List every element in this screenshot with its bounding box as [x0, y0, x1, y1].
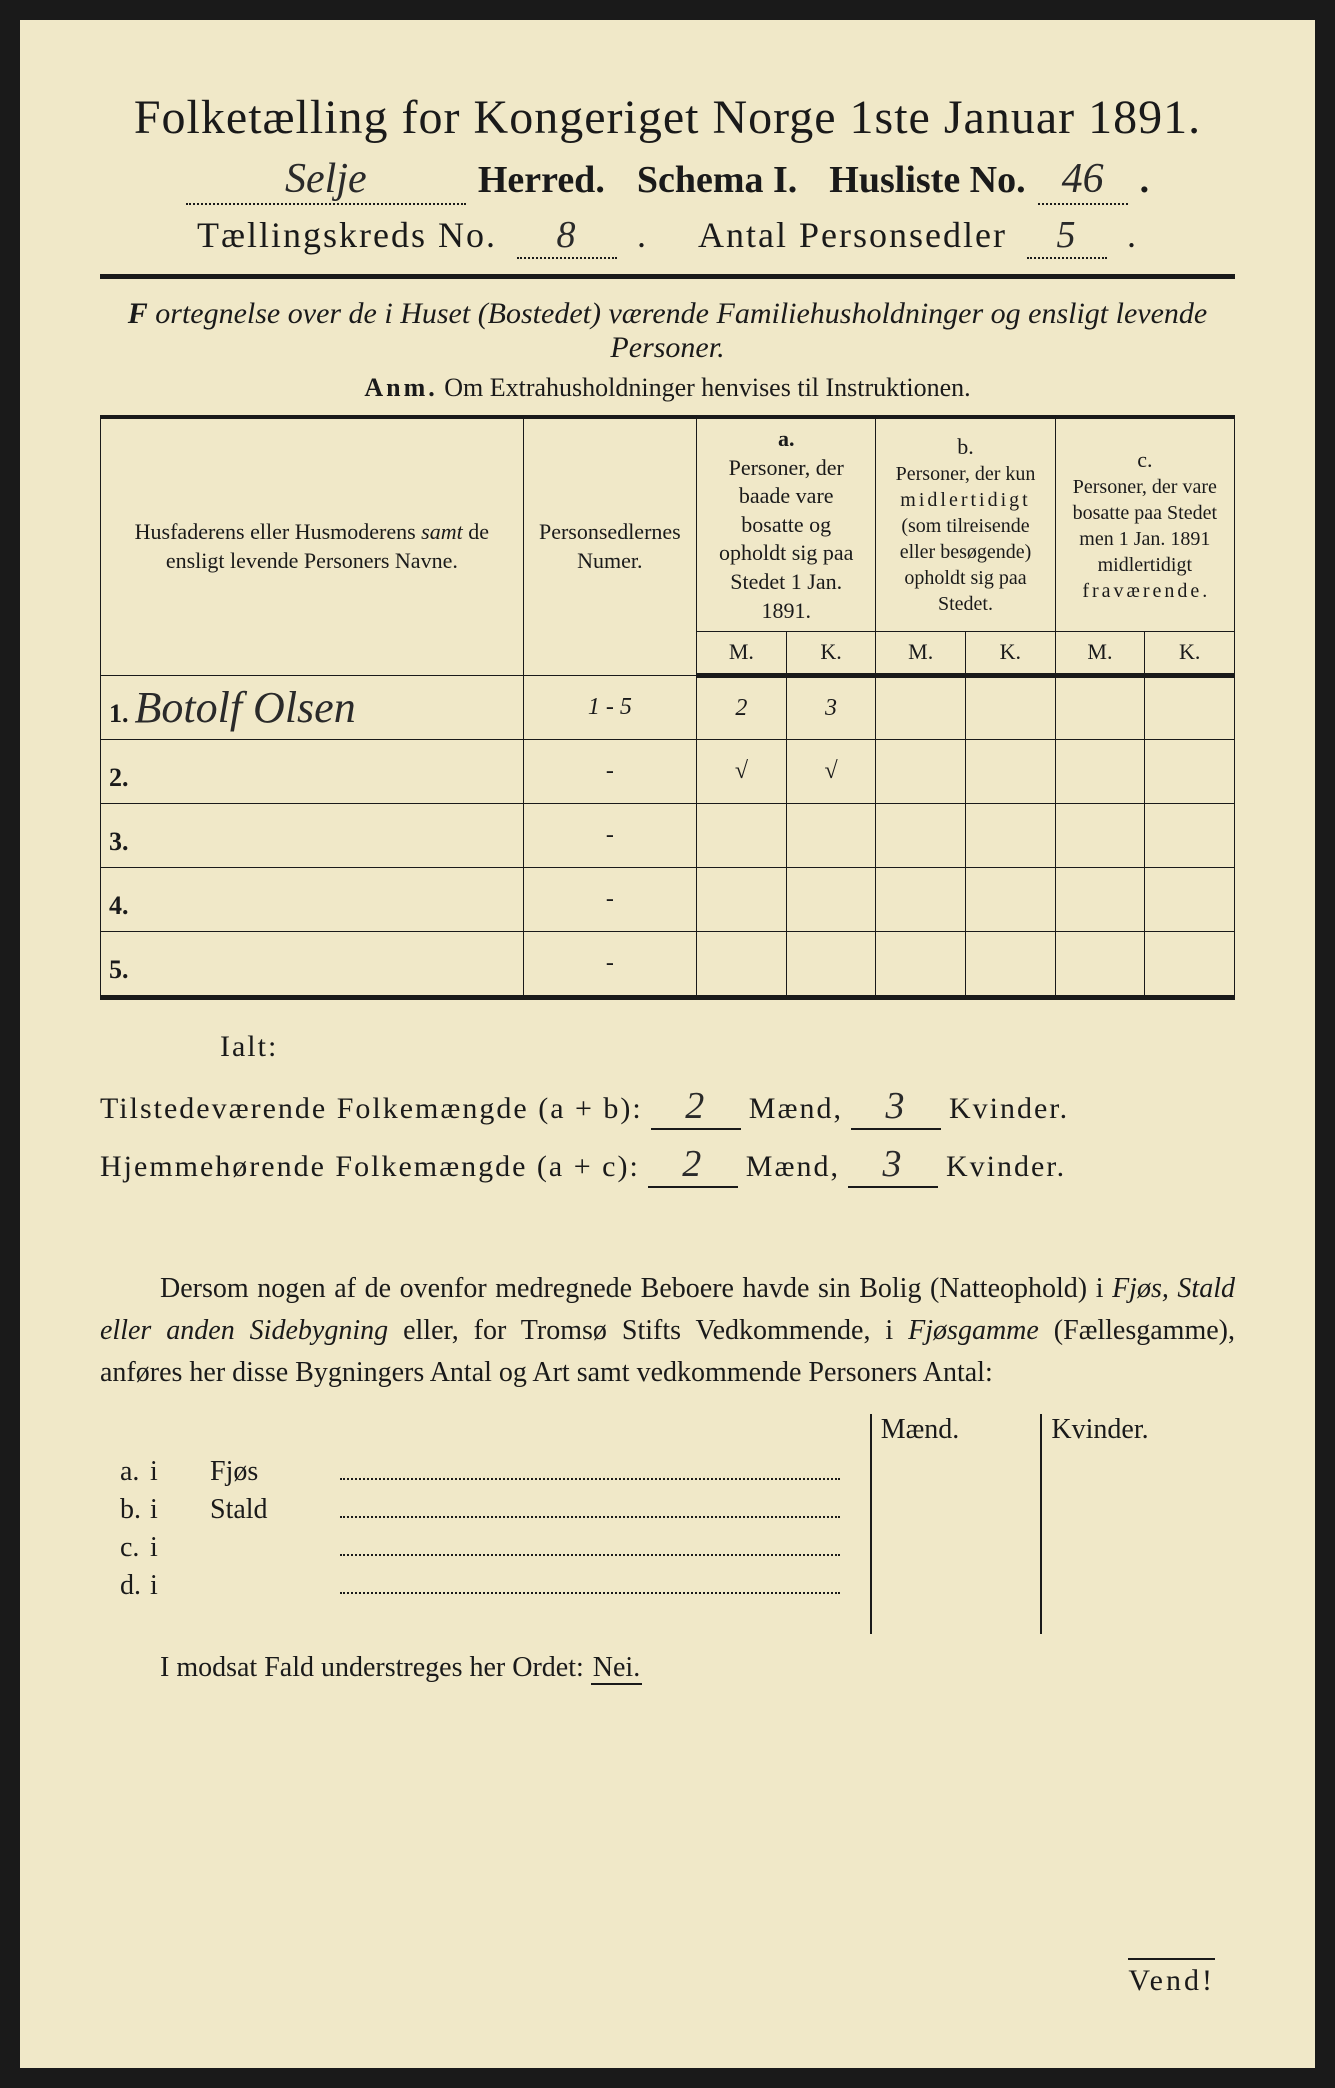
- ialt-2-k: 3: [848, 1142, 938, 1188]
- th-c-m: M.: [1055, 632, 1145, 676]
- cell-bm: [876, 867, 966, 931]
- sb-headers: Mænd. Kvinder.: [100, 1414, 1235, 1446]
- header-line-3: Tællingskreds No. 8 . Antal Personsedler…: [100, 213, 1235, 259]
- cell-cm: [1055, 675, 1145, 739]
- th-c: c. Personer, der vare bosatte paa Stedet…: [1055, 417, 1234, 632]
- page-title: Folketælling for Kongeriget Norge 1ste J…: [100, 90, 1235, 145]
- modsat-line: I modsat Fald understreges her Ordet: Ne…: [100, 1652, 1235, 1684]
- cell-ck: [1145, 675, 1235, 739]
- herred-label: Herred.: [478, 158, 605, 202]
- husliste-label: Husliste No.: [829, 158, 1025, 202]
- th-name: Husfaderens eller Husmoderens samt de en…: [101, 417, 524, 675]
- cell-cm: [1055, 739, 1145, 803]
- cell-num: -: [523, 803, 696, 867]
- cell-ak: 3: [786, 675, 876, 739]
- cell-num: -: [523, 739, 696, 803]
- cell-ck: [1145, 803, 1235, 867]
- th-b-k: K.: [966, 632, 1056, 676]
- cell-bm: [876, 931, 966, 997]
- census-form-page: Folketælling for Kongeriget Norge 1ste J…: [20, 20, 1315, 2068]
- cell-bm: [876, 675, 966, 739]
- cell-bk: [966, 803, 1056, 867]
- cell-bk: [966, 931, 1056, 997]
- th-a-m: M.: [697, 632, 787, 676]
- table-row: 4. -: [101, 867, 1235, 931]
- ialt-1-k: 3: [851, 1084, 941, 1130]
- cell-name: 3.: [101, 803, 524, 867]
- sb-row: a. i Fjøs: [100, 1456, 1235, 1488]
- cell-am: [697, 931, 787, 997]
- th-a-k: K.: [786, 632, 876, 676]
- cell-cm: [1055, 867, 1145, 931]
- cell-ck: [1145, 739, 1235, 803]
- paragraph: Dersom nogen af de ovenfor medregnede Be…: [100, 1268, 1235, 1394]
- cell-am: √: [697, 739, 787, 803]
- kreds-label: Tællingskreds No.: [197, 214, 497, 256]
- cell-ak: [786, 867, 876, 931]
- sb-row: b. i Stald: [100, 1494, 1235, 1526]
- cell-num: -: [523, 931, 696, 997]
- cell-name: 2.: [101, 739, 524, 803]
- cell-bm: [876, 739, 966, 803]
- cell-bk: [966, 739, 1056, 803]
- husliste-field: 46: [1038, 155, 1128, 205]
- cell-am: 2: [697, 675, 787, 739]
- th-num: Personsedlernes Numer.: [523, 417, 696, 675]
- ialt-1-m: 2: [651, 1084, 741, 1130]
- sb-divider-1: [870, 1414, 872, 1634]
- cell-am: [697, 867, 787, 931]
- th-a: a. Personer, der baade vare bosatte og o…: [697, 417, 876, 632]
- ialt-label: Ialt:: [220, 1030, 1235, 1064]
- table-body: 1. Botolf Olsen 1 - 5 2 3 2. - √ √ 3. - …: [101, 675, 1235, 997]
- th-b: b. Personer, der kun midlertidigt (som t…: [876, 417, 1055, 632]
- cell-am: [697, 803, 787, 867]
- cell-bk: [966, 675, 1056, 739]
- table-row: 1. Botolf Olsen 1 - 5 2 3: [101, 675, 1235, 739]
- th-b-m: M.: [876, 632, 966, 676]
- cell-bk: [966, 867, 1056, 931]
- sb-divider-2: [1040, 1414, 1042, 1634]
- cell-cm: [1055, 803, 1145, 867]
- cell-ck: [1145, 867, 1235, 931]
- cell-ak: [786, 803, 876, 867]
- table-row: 3. -: [101, 803, 1235, 867]
- anm-note: Anm. Om Extrahusholdninger henvises til …: [100, 373, 1235, 403]
- ialt-2-m: 2: [648, 1142, 738, 1188]
- cell-name: 4.: [101, 867, 524, 931]
- schema-label: Schema I.: [637, 158, 797, 202]
- ialt-section: Ialt: Tilstedeværende Folkemængde (a + b…: [100, 1030, 1235, 1188]
- sb-row: c. i: [100, 1532, 1235, 1564]
- ialt-row-2: Hjemmehørende Folkemængde (a + c): 2 Mæn…: [100, 1142, 1235, 1188]
- cell-num: -: [523, 867, 696, 931]
- subtitle: FFortegnelse over de i Huset (Bostedet) …: [100, 297, 1235, 365]
- cell-bm: [876, 803, 966, 867]
- antal-label: Antal Personsedler: [698, 214, 1007, 256]
- cell-cm: [1055, 931, 1145, 997]
- vend-label: Vend!: [1128, 1958, 1215, 1998]
- cell-num: 1 - 5: [523, 675, 696, 739]
- divider: [100, 274, 1235, 279]
- cell-ak: √: [786, 739, 876, 803]
- header-line-2: Selje Herred. Schema I. Husliste No. 46 …: [100, 155, 1235, 205]
- main-table: Husfaderens eller Husmoderens samt de en…: [100, 415, 1235, 1000]
- cell-name: 5.: [101, 931, 524, 997]
- herred-field: Selje: [186, 155, 466, 205]
- table-row: 5. -: [101, 931, 1235, 997]
- table-row: 2. - √ √: [101, 739, 1235, 803]
- cell-name: 1. Botolf Olsen: [101, 675, 524, 739]
- antal-field: 5: [1027, 213, 1107, 259]
- cell-ck: [1145, 931, 1235, 997]
- sidebygning-section: Mænd. Kvinder. a. i Fjøs b. i Stald c. i…: [100, 1414, 1235, 1602]
- sb-row: d. i: [100, 1570, 1235, 1602]
- ialt-row-1: Tilstedeværende Folkemængde (a + b): 2 M…: [100, 1084, 1235, 1130]
- kreds-field: 8: [517, 213, 617, 259]
- th-c-k: K.: [1145, 632, 1235, 676]
- cell-ak: [786, 931, 876, 997]
